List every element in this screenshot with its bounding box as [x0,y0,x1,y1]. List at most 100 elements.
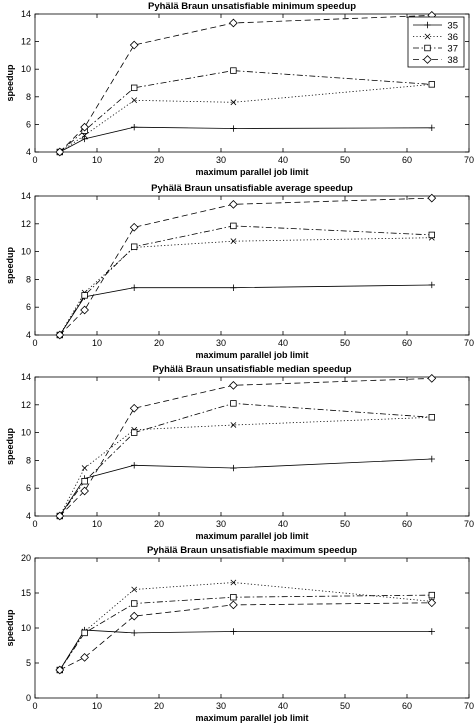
x-tick-label: 10 [92,155,102,165]
data-point [80,122,89,132]
y-tick-label: 6 [26,483,31,493]
x-tick-label: 0 [32,701,37,711]
y-tick-label: 12 [21,37,31,47]
series-line-35 [59,284,432,336]
series-line-37 [59,225,432,336]
data-point [230,594,237,601]
y-tick-label: 12 [21,400,31,410]
legend-marker [423,55,432,64]
y-tick-label: 10 [21,623,31,633]
data-point [230,238,237,245]
data-point [80,305,89,315]
data-point [229,199,238,209]
x-tick-label: 60 [402,519,412,529]
data-point [81,135,88,143]
series-line-36 [59,84,432,153]
y-tick-label: 8 [26,92,31,102]
series-38 [55,598,437,675]
y-tick-label: 6 [26,302,31,312]
x-tick-label: 40 [278,338,288,348]
data-point [130,243,138,250]
data-point [131,284,138,291]
series-35 [56,123,435,156]
y-axis-label: speedup [5,427,15,465]
x-tick-label: 40 [278,701,288,711]
y-tick-label: 0 [26,693,31,703]
data-point [129,403,139,413]
series-37 [56,67,435,156]
data-point [81,478,88,485]
y-tick-label: 10 [21,428,31,438]
data-point [131,97,138,104]
x-tick-label: 30 [216,519,226,529]
data-point [230,579,237,586]
data-point [229,380,238,390]
data-point [131,629,138,637]
legend-marker [424,44,431,52]
x-tick-label: 20 [154,701,164,711]
data-point [80,486,89,496]
legend-entry: 36 [447,32,458,43]
data-point [428,455,435,463]
chart-title: Pyhälä Braun unsatisfiable average speed… [151,183,353,194]
x-tick-label: 30 [216,155,226,165]
data-point [428,81,435,88]
series-line-35 [59,629,432,671]
y-tick-label: 10 [21,247,31,257]
plot-frame [34,376,470,517]
y-tick-label: 4 [26,330,31,340]
data-point [428,231,435,239]
chart-title: Pyhälä Braun unsatisfiable minimum speed… [148,1,356,12]
legend-entry: 35 [447,20,458,31]
data-point [55,511,65,521]
chart-panel-2: Pyhälä Braun unsatisfiable average speed… [5,183,474,360]
series-37 [56,400,435,520]
series-line-38 [59,602,432,671]
series-line-35 [59,458,432,517]
series-36 [56,234,435,338]
chart-title: Pyhälä Braun unsatisfiable median speedu… [152,364,351,375]
data-point [230,125,237,132]
legend-marker [424,21,431,29]
x-tick-label: 70 [464,519,474,529]
data-point [55,147,65,157]
series-line-37 [59,402,432,517]
x-tick-label: 0 [32,519,37,529]
y-axis-label: speedup [5,64,15,102]
x-tick-label: 20 [154,155,164,165]
data-point [230,67,237,74]
data-point [131,586,138,593]
y-tick-label: 10 [21,64,31,74]
y-axis-label: speedup [5,609,15,647]
x-tick-label: 70 [464,338,474,348]
data-point [427,374,437,383]
y-tick-label: 6 [26,119,31,129]
y-tick-label: 8 [26,274,31,284]
data-point [129,40,139,50]
x-tick-label: 10 [92,519,102,529]
data-point [230,400,237,407]
chart-title: Pyhälä Braun unsatisfiable maximum speed… [147,545,357,556]
data-point [428,591,435,599]
x-tick-label: 60 [402,338,412,348]
data-point [428,281,435,289]
series-35 [56,626,435,674]
y-tick-label: 8 [26,455,31,465]
y-axis-label: speedup [5,246,15,284]
data-point [81,292,88,299]
data-point [229,600,238,610]
x-tick-label: 50 [340,519,350,529]
series-line-35 [59,126,432,153]
x-tick-label: 10 [92,701,102,711]
x-tick-label: 30 [216,701,226,711]
data-point [129,222,139,232]
data-point [81,629,88,637]
data-point [80,653,89,662]
x-tick-label: 50 [340,338,350,348]
series-36 [56,414,435,519]
series-line-38 [59,378,432,517]
y-tick-label: 4 [26,511,31,521]
series-38 [55,11,437,157]
data-point [230,628,237,635]
